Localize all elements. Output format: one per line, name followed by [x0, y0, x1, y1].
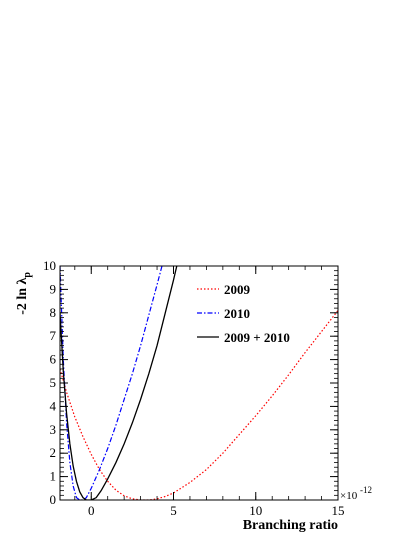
y-tick-label: 8: [50, 305, 57, 320]
y-tick-label: 7: [50, 328, 57, 343]
series-line-2: [60, 266, 178, 500]
y-tick-label: 4: [50, 398, 57, 413]
y-axis-title: -2 ln λp: [15, 272, 33, 315]
legend-label-2010: 2010: [224, 306, 250, 321]
y-tick-label: 10: [43, 258, 56, 273]
series-line-0: [60, 310, 338, 500]
y-tick-label: 6: [50, 352, 57, 367]
y-tick-label: 0: [50, 492, 57, 507]
series-line-1: [60, 266, 163, 500]
x-tick-label: 0: [88, 503, 95, 518]
y-axis-title-sub: p: [22, 272, 33, 278]
x-tick-label: 5: [170, 503, 177, 518]
x-tick-label: 15: [332, 503, 345, 518]
x-axis-title: Branching ratio: [243, 518, 338, 533]
y-tick-label: 5: [50, 375, 57, 390]
y-tick-label: 9: [50, 281, 57, 296]
x-tick-label: 10: [249, 503, 262, 518]
legend-label-2009: 2009: [224, 282, 251, 297]
y-tick-label: 2: [50, 445, 57, 460]
y-axis-title-main: -2 ln λ: [15, 277, 30, 314]
y-tick-label: 3: [50, 422, 57, 437]
legend: 2009 2010 2009 + 2010: [197, 282, 290, 345]
y-tick-label: 1: [50, 469, 57, 484]
legend-label-2009-2010: 2009 + 2010: [224, 330, 290, 345]
x-multiplier-label: ×10: [340, 490, 358, 502]
x-multiplier-exponent: -12: [360, 485, 372, 495]
